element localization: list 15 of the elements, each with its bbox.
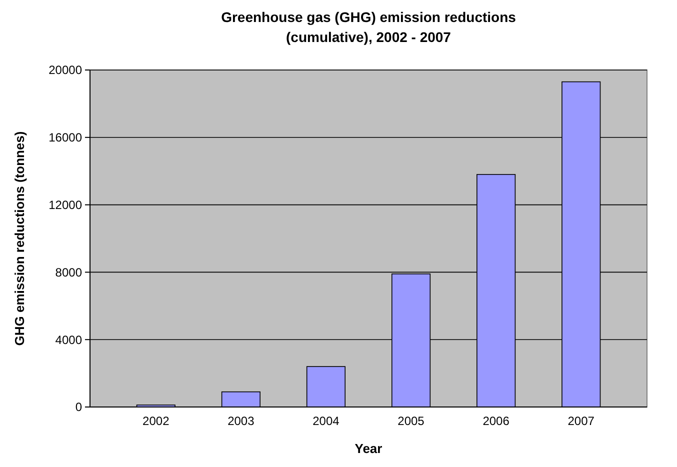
y-tick-label: 20000	[48, 63, 82, 78]
chart-title: Greenhouse gas (GHG) emission reductions (cumulative), 2002 - 2007	[221, 9, 516, 45]
y-tick-label: 4000	[55, 332, 82, 347]
x-tick-label: 2004	[312, 414, 340, 428]
y-tick-label: 12000	[48, 198, 82, 212]
x-tick-label: 2006	[482, 414, 510, 428]
y-axis-title: GHG emission reductions (tonnes)	[12, 131, 27, 346]
y-tick-label: 0	[75, 400, 82, 414]
y-tick-label: 8000	[55, 265, 82, 280]
x-tick-label: 2007	[568, 414, 595, 428]
x-axis-title: Year	[354, 441, 382, 456]
y-tick-label: 16000	[48, 130, 82, 145]
x-tick-label: 2002	[142, 414, 170, 428]
x-tick-label: 2005	[398, 414, 425, 428]
x-tick-label: 2003	[228, 414, 255, 428]
